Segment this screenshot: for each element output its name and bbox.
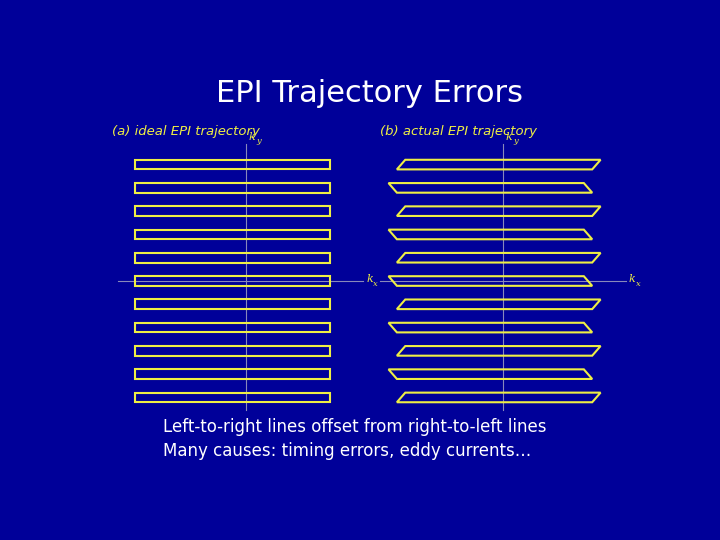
- Text: k: k: [629, 274, 635, 284]
- Text: Left-to-right lines offset from right-to-left lines: Left-to-right lines offset from right-to…: [163, 417, 546, 436]
- Text: (a) ideal EPI trajectory: (a) ideal EPI trajectory: [112, 125, 260, 138]
- Text: k: k: [249, 132, 256, 141]
- Text: y: y: [513, 137, 518, 145]
- Text: EPI Trajectory Errors: EPI Trajectory Errors: [215, 79, 523, 109]
- Text: x: x: [374, 280, 378, 288]
- Text: Many causes: timing errors, eddy currents…: Many causes: timing errors, eddy current…: [163, 442, 531, 461]
- Text: k: k: [366, 274, 373, 284]
- Text: (b) actual EPI trajectory: (b) actual EPI trajectory: [380, 125, 537, 138]
- Text: k: k: [505, 132, 513, 141]
- Text: x: x: [636, 280, 641, 288]
- Text: y: y: [256, 137, 261, 145]
